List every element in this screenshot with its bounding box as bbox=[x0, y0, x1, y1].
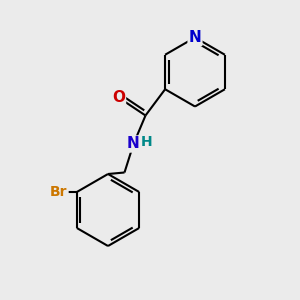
Text: N: N bbox=[127, 136, 140, 152]
Text: H: H bbox=[140, 136, 152, 149]
Text: O: O bbox=[112, 90, 125, 105]
Text: N: N bbox=[189, 30, 201, 45]
Text: Br: Br bbox=[50, 185, 68, 199]
